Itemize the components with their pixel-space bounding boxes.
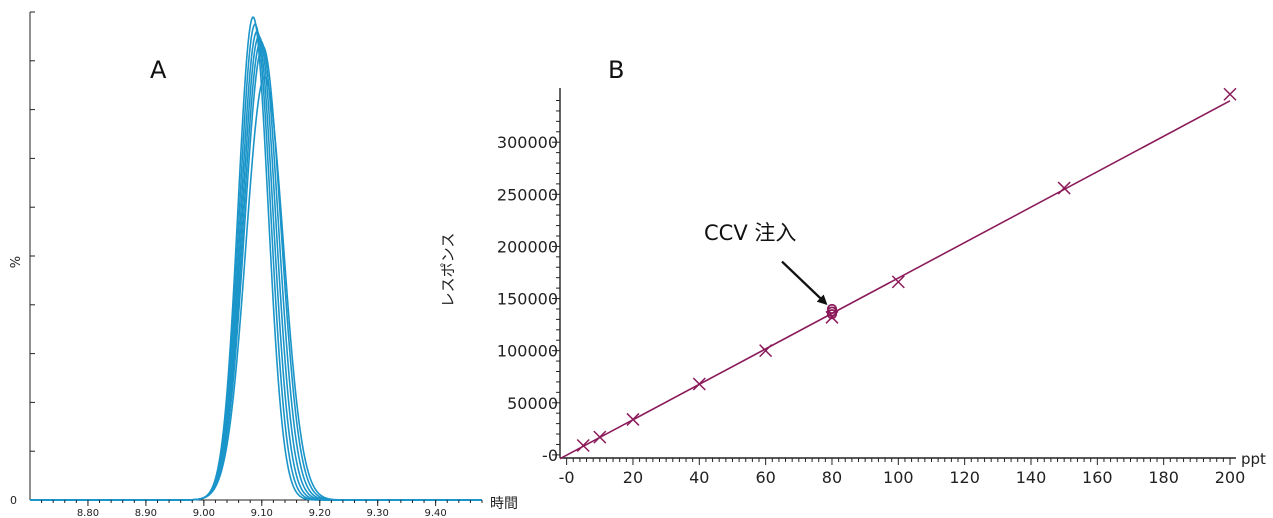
- data-point-stroke: [759, 344, 773, 358]
- peak-trace: [30, 35, 482, 501]
- peak-traces: [30, 16, 482, 501]
- annotation-arrow: [781, 260, 828, 305]
- x-tick-label-b: 100: [883, 468, 914, 487]
- data-point: [891, 275, 905, 289]
- data-point-stroke: [891, 275, 905, 289]
- x-tick-label-a: 9.40: [425, 508, 447, 518]
- panel-label-b: B: [608, 56, 624, 84]
- x-tick-label-b: -0: [559, 468, 575, 487]
- x-tick-label-b: 160: [1082, 468, 1113, 487]
- x-tick-label-a: 8.80: [77, 508, 99, 518]
- panel-label-a: A: [150, 56, 167, 84]
- x-tick-label-b: 80: [822, 468, 842, 487]
- x-tick-label-b: 20: [623, 468, 643, 487]
- x-tick-label-a: 9.20: [309, 508, 331, 518]
- ccv-points: [826, 303, 838, 320]
- y-tick-label-b: 250000: [497, 185, 558, 204]
- axes-a: [29, 11, 482, 501]
- y-tick-label-b: 100000: [497, 342, 558, 361]
- data-point-stroke: [1223, 87, 1237, 101]
- peak-trace: [30, 16, 482, 501]
- data-point: [626, 412, 640, 426]
- data-point: [1057, 181, 1071, 195]
- peak-trace: [30, 40, 482, 501]
- data-points: [576, 87, 1237, 453]
- x-tick-label-b: 120: [949, 468, 980, 487]
- data-point: [576, 438, 590, 453]
- y-axis-label-b: レスポンス: [439, 233, 457, 308]
- x-tick-label-b: 40: [689, 468, 709, 487]
- peak-trace: [30, 30, 482, 501]
- data-point: [1223, 87, 1237, 101]
- y-tick-label-b: 300000: [497, 133, 558, 152]
- x-tick-label-a: 9.10: [251, 508, 273, 518]
- x-tick-label-b: 60: [755, 468, 775, 487]
- x-ticks-a: 8.80 8.90 9.00 9.10 9.20 9.30 9.40: [41, 500, 483, 518]
- x-tick-label-b: 200: [1215, 468, 1246, 487]
- y-ticks-b: -0 50000 100000 150000 200000 250000 300000: [497, 100, 560, 465]
- y-axis-label-a: %: [9, 256, 24, 268]
- x-tick-label-b: 140: [1016, 468, 1047, 487]
- data-point: [692, 377, 706, 391]
- x-tick-label-a: 8.90: [135, 508, 157, 518]
- x-axis-label-a: 時間: [490, 496, 518, 512]
- data-point-stroke: [626, 412, 640, 426]
- calibration-panel: B レスポンス -0 50000 100000 150000 200000 250000 3…: [439, 56, 1266, 487]
- peak-trace: [30, 23, 482, 501]
- data-point-stroke: [692, 377, 706, 391]
- x-axis-label-b: ppt: [1241, 450, 1266, 468]
- data-point: [759, 344, 773, 358]
- x-tick-label-a: 9.00: [193, 508, 215, 518]
- axes-b: [559, 88, 1236, 459]
- chromatogram-panel: A % 8.80 8.90 9.00 9.10 9.20 9.30 9.40 0 時間: [9, 11, 518, 518]
- y-tick-label-b: 50000: [507, 394, 558, 413]
- ccv-point: [826, 303, 838, 315]
- data-point: [593, 430, 607, 444]
- annotation-ccv: CCV 注入: [704, 221, 796, 245]
- y-tick-zero-a: 0: [10, 494, 17, 507]
- data-point-stroke: [1057, 181, 1071, 195]
- data-point-stroke: [593, 430, 607, 444]
- x-ticks-b: -0 20 40 60 80 100 120 140 160 180 200: [559, 458, 1246, 487]
- x-tick-label-a: 9.30: [367, 508, 389, 518]
- peak-trace: [30, 76, 482, 501]
- y-tick-label-b: 150000: [497, 290, 558, 309]
- y-tick-label-b: -0: [542, 446, 558, 465]
- data-point-stroke: [576, 438, 590, 453]
- fit-line: [559, 100, 1231, 460]
- x-tick-label-b: 180: [1148, 468, 1179, 487]
- y-tick-label-b: 200000: [497, 237, 558, 256]
